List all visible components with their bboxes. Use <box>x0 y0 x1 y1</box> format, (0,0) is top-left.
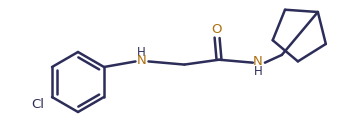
Text: N: N <box>137 54 146 67</box>
Text: N: N <box>253 55 263 68</box>
Text: Cl: Cl <box>32 99 44 111</box>
Text: H: H <box>137 46 146 59</box>
Text: H: H <box>253 65 262 78</box>
Text: O: O <box>211 23 221 36</box>
